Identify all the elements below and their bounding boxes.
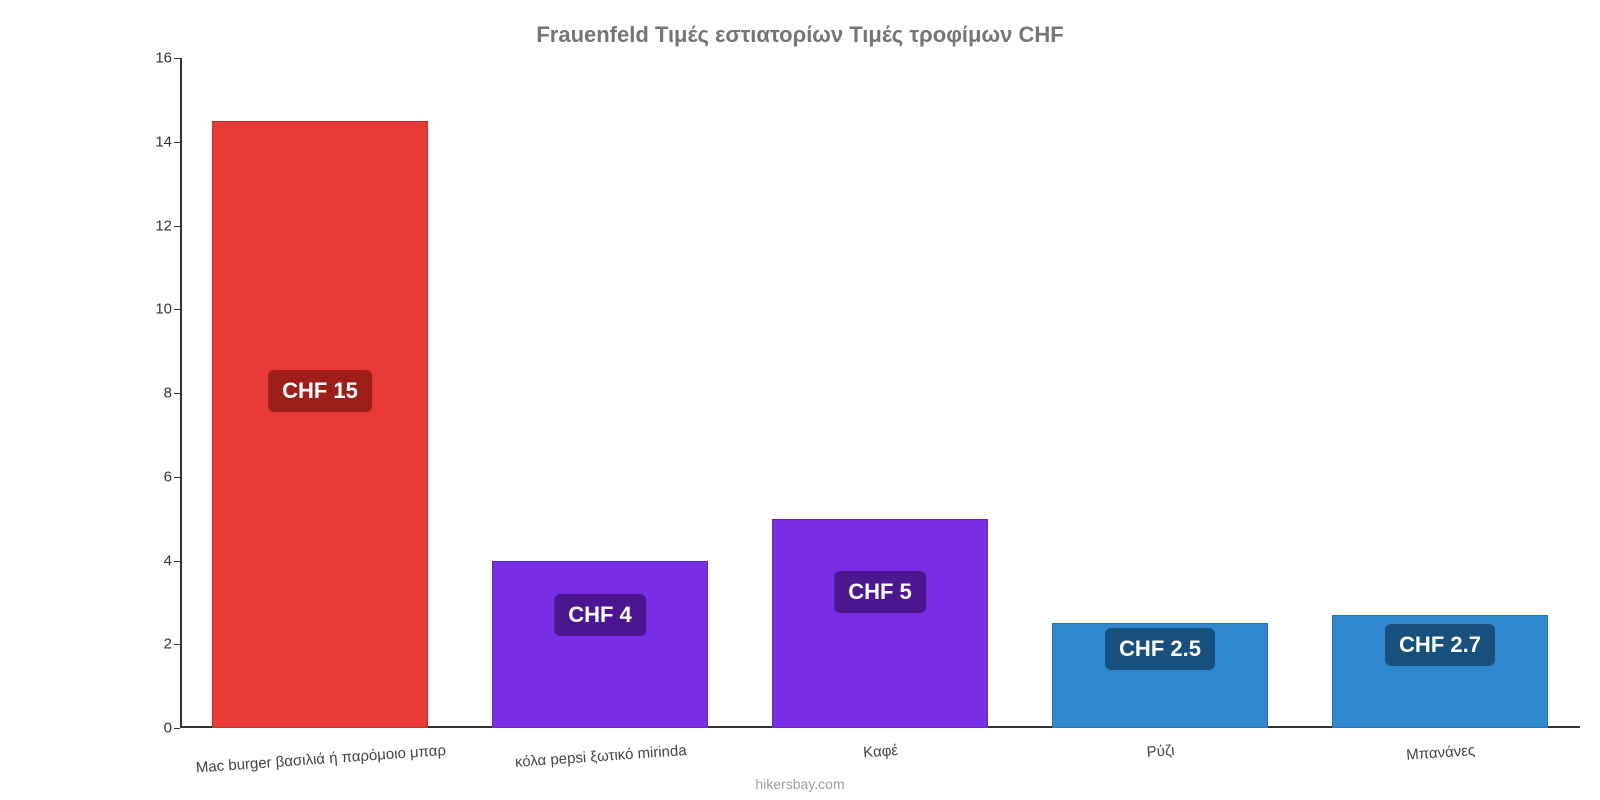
- y-tick-label: 2: [164, 636, 172, 653]
- x-category-label: Mac burger βασιλιά ή παρόμοιο μπαρ: [195, 742, 446, 776]
- x-category-label: Καφέ: [863, 742, 899, 761]
- y-tick-mark: [174, 728, 180, 729]
- y-tick-label: 16: [155, 50, 172, 67]
- y-tick-label: 10: [155, 301, 172, 318]
- bar-wrapper: CHF 2.7Μπανάνες: [1332, 58, 1548, 728]
- attribution: hikersbay.com: [0, 776, 1600, 792]
- price-bar: [212, 121, 428, 728]
- bar-value-label: CHF 15: [268, 370, 372, 412]
- y-tick-label: 14: [155, 133, 172, 150]
- bar-value-label: CHF 2.5: [1105, 628, 1215, 670]
- bar-value-label: CHF 4: [554, 594, 646, 636]
- plot-area: 0246810121416 CHF 15Mac burger βασιλιά ή…: [140, 58, 1580, 728]
- x-category-label: κόλα pepsi ξωτικό mirinda: [514, 742, 687, 771]
- x-category-label: Μπανάνες: [1406, 742, 1476, 764]
- bars-area: CHF 15Mac burger βασιλιά ή παρόμοιο μπαρ…: [180, 58, 1580, 728]
- bar-wrapper: CHF 15Mac burger βασιλιά ή παρόμοιο μπαρ: [212, 58, 428, 728]
- bar-wrapper: CHF 5Καφέ: [772, 58, 988, 728]
- y-axis: 0246810121416: [140, 58, 180, 728]
- bar-value-label: CHF 2.7: [1385, 624, 1495, 666]
- y-tick-label: 0: [164, 720, 172, 737]
- x-category-label: Ρύζι: [1146, 742, 1175, 761]
- y-tick-label: 4: [164, 552, 172, 569]
- y-tick-label: 8: [164, 385, 172, 402]
- y-tick-label: 6: [164, 468, 172, 485]
- chart-title: Frauenfeld Τιμές εστιατορίων Τιμές τροφί…: [0, 22, 1600, 48]
- price-chart: Frauenfeld Τιμές εστιατορίων Τιμές τροφί…: [0, 0, 1600, 800]
- bar-wrapper: CHF 2.5Ρύζι: [1052, 58, 1268, 728]
- bar-value-label: CHF 5: [834, 571, 926, 613]
- price-bar: [492, 561, 708, 729]
- y-tick-label: 12: [155, 217, 172, 234]
- bar-wrapper: CHF 4κόλα pepsi ξωτικό mirinda: [492, 58, 708, 728]
- price-bar: [772, 519, 988, 728]
